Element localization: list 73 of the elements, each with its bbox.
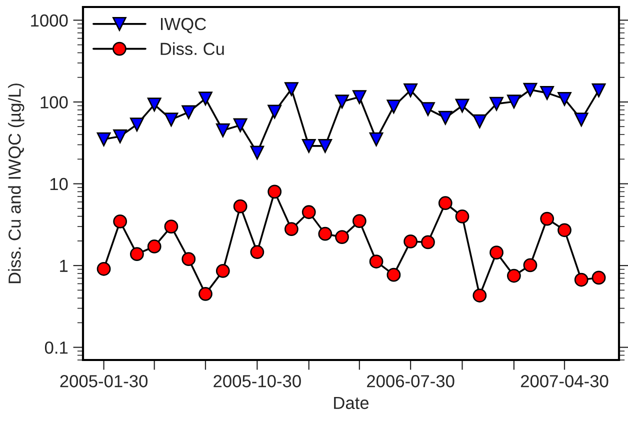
point — [96, 262, 111, 276]
point — [147, 98, 162, 112]
point — [523, 258, 538, 272]
point — [472, 288, 487, 302]
point — [506, 94, 521, 109]
point — [558, 92, 572, 106]
point — [386, 100, 401, 114]
x-tick-label: 2005-01-30 — [60, 375, 148, 388]
point — [352, 90, 366, 104]
y-tick-label: 1000 — [31, 14, 68, 27]
point — [198, 286, 212, 301]
point — [130, 247, 144, 262]
point — [284, 222, 298, 236]
point — [506, 268, 521, 283]
point — [369, 254, 384, 268]
point — [268, 104, 282, 119]
point — [302, 205, 316, 220]
point — [113, 214, 128, 228]
point — [250, 146, 264, 160]
y-tick-label: 10 — [50, 178, 68, 190]
point — [421, 102, 435, 116]
y-tick-label: 1 — [60, 260, 68, 272]
point — [182, 252, 196, 266]
point — [490, 246, 504, 260]
point — [369, 132, 384, 146]
point — [455, 98, 470, 113]
y-axis-title: Diss. Cu and IWQC (µg/L) — [8, 84, 24, 284]
point — [113, 129, 128, 144]
point — [335, 230, 349, 244]
x-tick-label: 2007-04-30 — [520, 375, 608, 388]
point — [302, 139, 316, 153]
point — [233, 118, 248, 132]
y-tick-label: 100 — [40, 96, 68, 108]
point — [404, 83, 418, 98]
legend-label: IWQC — [160, 18, 206, 34]
point — [216, 264, 230, 278]
x-tick-label: 2005-10-30 — [214, 375, 301, 388]
point — [233, 199, 248, 214]
point — [268, 184, 282, 199]
point — [284, 82, 298, 96]
point — [438, 196, 452, 210]
point — [96, 132, 111, 146]
point — [147, 240, 162, 254]
legend-label: Diss. Cu — [160, 42, 224, 56]
point — [318, 139, 332, 153]
point — [558, 223, 572, 238]
point — [250, 245, 264, 260]
point — [472, 114, 487, 128]
point — [386, 268, 401, 282]
point — [216, 123, 230, 138]
y-tick-label: 0.1 — [44, 342, 68, 354]
x-tick-label: 2006-07-30 — [367, 375, 454, 388]
point — [438, 110, 452, 125]
point — [540, 86, 554, 100]
point — [592, 270, 606, 285]
point — [523, 82, 538, 97]
point — [164, 220, 178, 234]
point — [130, 118, 144, 132]
point — [592, 83, 606, 98]
point — [455, 210, 470, 224]
point — [490, 96, 504, 111]
x-axis-title: Date — [334, 396, 369, 410]
point — [421, 235, 435, 250]
point — [335, 94, 349, 109]
point — [404, 234, 418, 248]
point — [318, 226, 332, 241]
point — [540, 212, 554, 226]
point — [182, 105, 196, 120]
point — [164, 112, 178, 126]
point — [574, 272, 588, 287]
point — [352, 214, 366, 228]
point — [198, 92, 212, 106]
point — [574, 112, 588, 126]
